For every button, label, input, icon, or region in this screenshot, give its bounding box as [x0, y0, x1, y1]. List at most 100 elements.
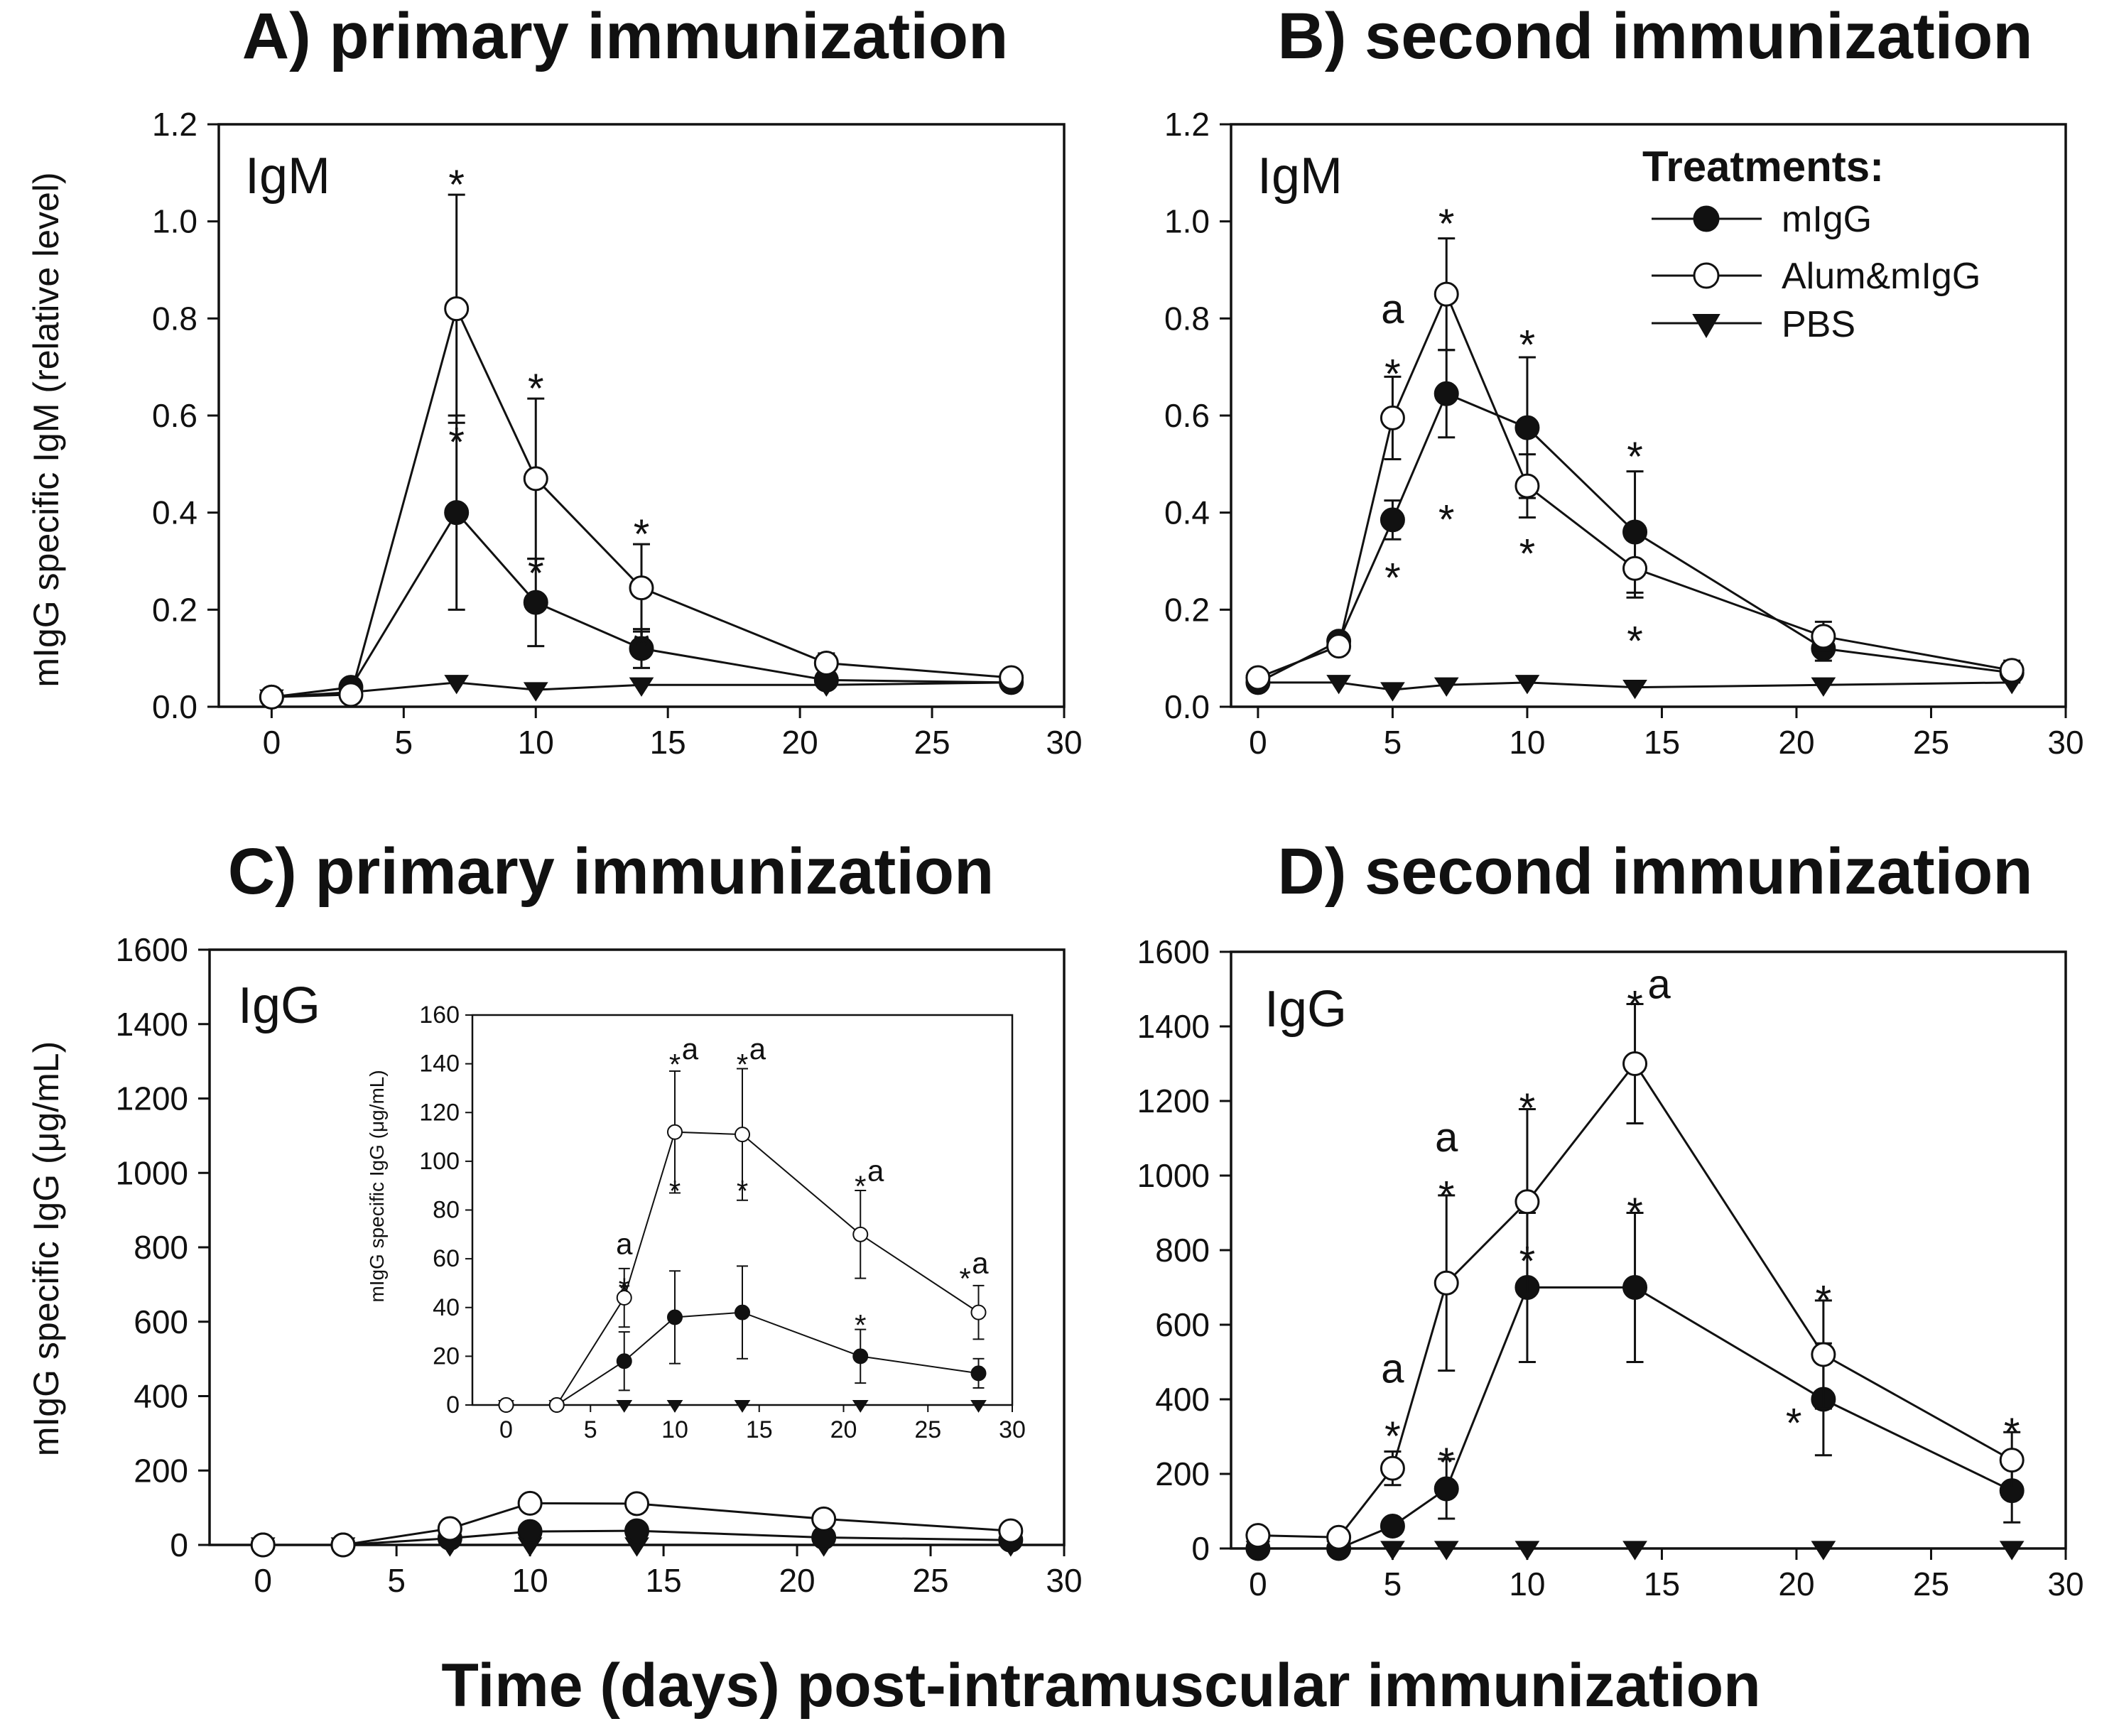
- data-point-migg: [1380, 1514, 1405, 1539]
- significance-star: *: [669, 1174, 681, 1208]
- legend-title: Treatments:: [1642, 143, 1884, 190]
- y-tick-label: 60: [433, 1245, 460, 1272]
- x-tick-label: 10: [1509, 724, 1545, 761]
- x-tick-label: 0: [499, 1416, 513, 1443]
- data-point-alum-migg: [999, 665, 1024, 690]
- significance-star: *: [959, 1262, 970, 1296]
- data-point-pbs: [666, 1400, 683, 1413]
- panel-c-antibody-label: IgG: [238, 977, 320, 1034]
- data-point-pbs: [970, 1400, 987, 1413]
- data-point-alum-migg: [1380, 405, 1405, 430]
- panel-b-plot: 0 5 10 15 20 25 30 0.0 0.2 0.4 0.6 0.8 1.0 1.2 a * * * * * *…: [1164, 106, 2084, 761]
- x-tick-label: 10: [1509, 1566, 1545, 1602]
- x-tick-label: 0: [263, 724, 281, 761]
- x-tick-label: 20: [1778, 724, 1814, 761]
- data-point-alum-migg: [1514, 1189, 1540, 1215]
- y-tick-label: 200: [134, 1452, 188, 1489]
- significance-star: *: [737, 1174, 748, 1208]
- panel-d-plot: 0 5 10 15 20 25 30 0 200 400 600 800 1000 1200 1400 160…: [1137, 933, 2084, 1602]
- data-point-alum-migg: [1999, 658, 2025, 683]
- panel-d-title: D) second immunization: [1277, 835, 2032, 908]
- significance-star: *: [1438, 201, 1455, 247]
- data-point-migg: [629, 636, 654, 661]
- y-tick-label: 0: [446, 1391, 460, 1418]
- x-tick-label: 15: [646, 1562, 682, 1599]
- legend: Treatments: mIgG Alum&mIgG PBS: [1642, 143, 1980, 345]
- significance-star: *: [1384, 555, 1401, 602]
- y-tick-label: 600: [134, 1303, 188, 1340]
- data-point-alum-migg: [629, 575, 654, 601]
- data-point-alum-migg: [498, 1397, 514, 1413]
- x-tick-label: 20: [830, 1416, 857, 1443]
- data-point-migg: [667, 1309, 683, 1325]
- y-tick-label: 1400: [116, 1006, 188, 1043]
- y-tick-label: 800: [1155, 1232, 1210, 1269]
- data-point-pbs: [1514, 675, 1540, 695]
- data-point-alum-migg: [1434, 1270, 1459, 1296]
- data-point-alum-migg: [1245, 1523, 1271, 1548]
- y-tick-label: 800: [134, 1229, 188, 1266]
- significance-star: *: [448, 419, 465, 465]
- data-point-alum-migg: [250, 1532, 276, 1558]
- y-tick-label: 100: [419, 1148, 460, 1175]
- significance-star: *: [669, 1048, 681, 1081]
- significance-star: *: [1786, 1401, 1802, 1447]
- y-tick-label: 0.4: [1164, 494, 1210, 531]
- y-tick-label: 400: [134, 1378, 188, 1415]
- series-line-alum-migg: [1257, 1061, 2012, 1539]
- data-point-pbs: [1999, 1541, 2025, 1561]
- significance-letter: a: [682, 1032, 699, 1065]
- significance-letter: a: [749, 1032, 766, 1065]
- data-point-pbs: [1514, 1541, 1540, 1561]
- data-point-alum-migg: [1999, 1448, 2025, 1473]
- panel-a-antibody-label: IgM: [245, 148, 330, 205]
- data-point-alum-migg: [811, 1506, 837, 1531]
- x-tick-label: 0: [1249, 1566, 1267, 1602]
- x-tick-label: 15: [650, 724, 686, 761]
- data-point-pbs: [1380, 682, 1405, 702]
- series-line-alum-migg: [1257, 291, 2012, 679]
- panel-d-antibody-label: IgG: [1264, 981, 1347, 1038]
- y-tick-label: 600: [1155, 1306, 1210, 1343]
- significance-star: *: [855, 1308, 866, 1342]
- data-point-pbs: [1622, 1541, 1647, 1561]
- data-point-alum-migg: [444, 296, 470, 322]
- x-tick-label: 30: [1046, 1562, 1082, 1599]
- significance-star: *: [1816, 1277, 1832, 1323]
- data-point-pbs: [1622, 679, 1647, 700]
- series-line-pbs: [1257, 681, 2012, 691]
- x-tick-label: 5: [395, 724, 413, 761]
- data-point-pbs: [616, 1400, 633, 1413]
- y-tick-label: 1.0: [1164, 203, 1210, 240]
- y-tick-label: 1600: [116, 931, 188, 968]
- significance-star: *: [2004, 1410, 2020, 1456]
- data-point-pbs: [444, 675, 470, 695]
- data-point-migg: [1434, 1476, 1459, 1502]
- x-tick-label: 10: [512, 1562, 548, 1599]
- data-point-alum-migg: [667, 1124, 683, 1140]
- y-axis-label-bottom: mIgG specific IgG (μg/mL): [26, 1041, 66, 1457]
- data-point-pbs: [1434, 677, 1459, 697]
- x-tick-label: 25: [914, 1416, 941, 1443]
- y-tick-label: 1200: [116, 1080, 188, 1117]
- data-point-pbs: [523, 682, 548, 702]
- x-tick-label: 30: [1046, 724, 1082, 761]
- data-point-migg: [624, 1518, 649, 1544]
- y-tick-label: 0: [1191, 1530, 1210, 1567]
- y-tick-label: 1400: [1137, 1008, 1210, 1045]
- series-line-migg: [1257, 392, 2012, 684]
- data-point-alum-migg: [1245, 665, 1271, 690]
- significance-letter: a: [616, 1227, 633, 1260]
- legend-marker-migg: [1693, 205, 1720, 232]
- x-tick-label: 30: [999, 1416, 1026, 1443]
- data-point-pbs: [629, 677, 654, 697]
- x-tick-label: 15: [746, 1416, 773, 1443]
- y-axis-label-top: mIgG specific IgM (relative level): [26, 172, 66, 687]
- panel-c-plot: 0 5 10 15 20 25 300200400600800100012001400160…: [116, 931, 1083, 1599]
- y-tick-label: 140: [419, 1051, 460, 1078]
- data-point-migg: [852, 1348, 869, 1365]
- legend-marker-pbs: [1692, 314, 1720, 338]
- x-tick-label: 0: [254, 1562, 272, 1599]
- significance-star: *: [1438, 1173, 1455, 1219]
